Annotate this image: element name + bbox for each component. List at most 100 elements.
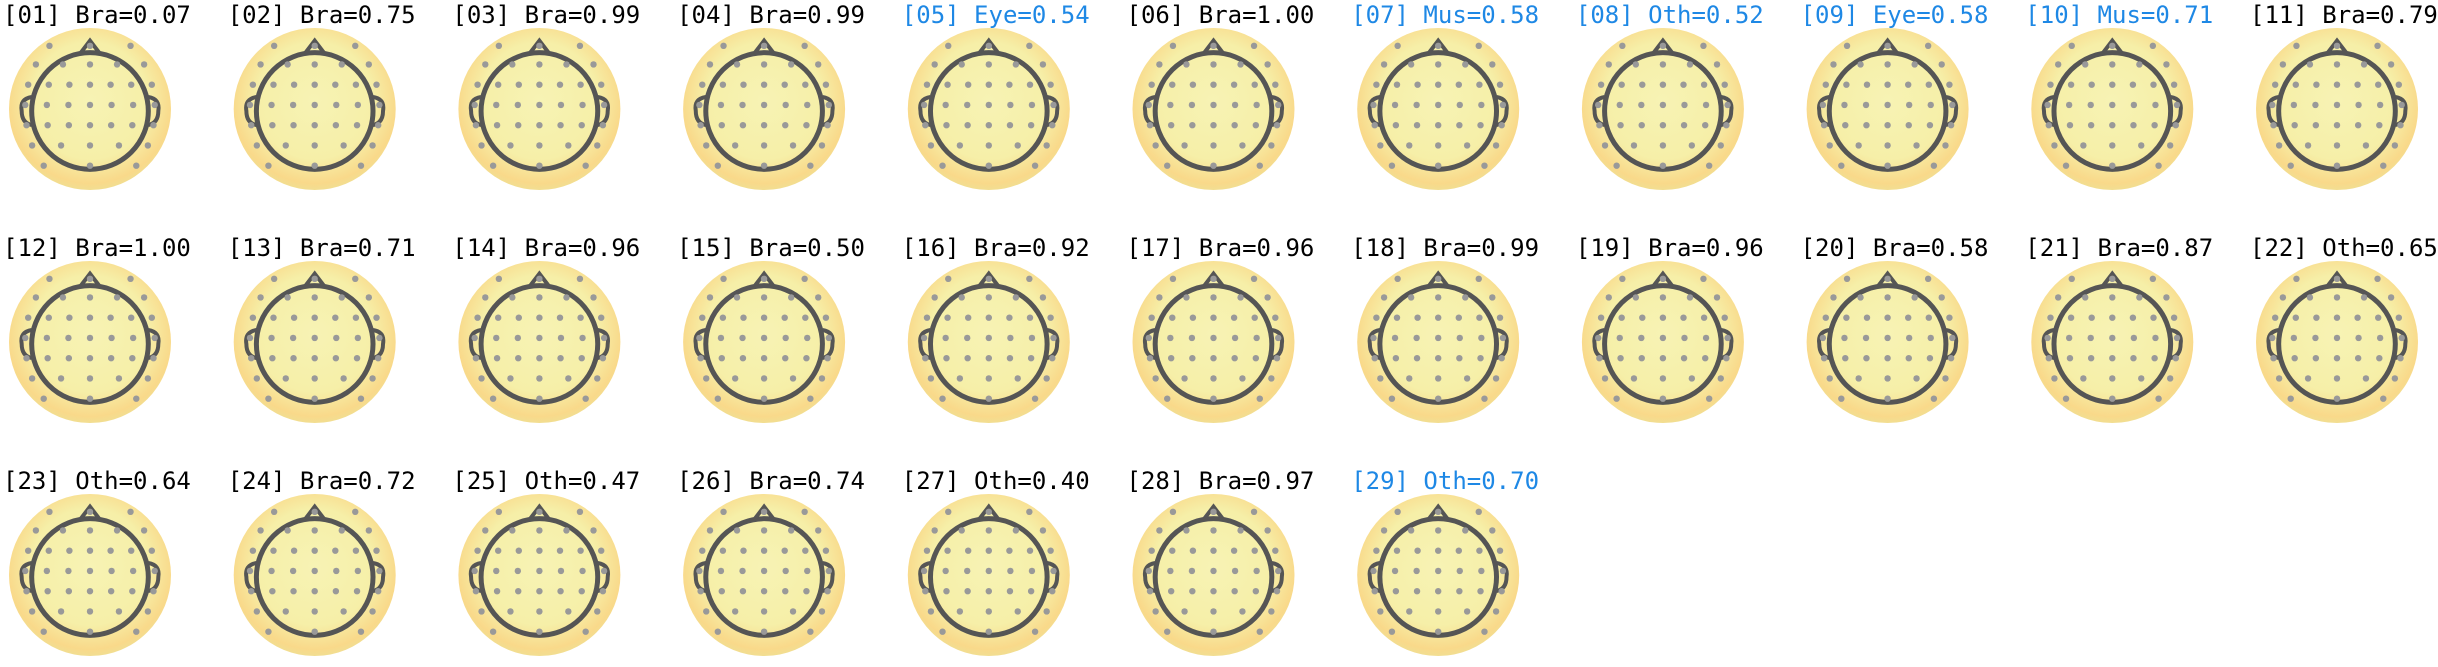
electrode [2290,334,2298,342]
electrode [1210,628,1217,635]
electrode [1252,355,1260,362]
electrode [939,162,946,169]
electrode [1435,142,1442,149]
component: [28] Bra=0.97 [1127,467,1314,656]
electrode [2109,162,2116,169]
electrode [86,395,94,402]
electrode [803,588,810,595]
electrode [2362,142,2370,149]
electrode [720,42,727,50]
electrode [1239,608,1246,615]
electrode [24,314,32,321]
component: [17] Bra=0.96 [1127,234,1314,423]
electrode [129,355,136,362]
electrode [1237,527,1244,534]
electrode [514,101,522,109]
electrode [2333,61,2341,68]
component: [02] Bra=0.75 [228,1,416,190]
electrode [536,61,543,68]
component-label: [07] Mus=0.58 [1351,1,1539,29]
electrode [2287,395,2294,402]
electrode [1819,334,1827,342]
electrode [1456,334,1463,342]
electrode [2067,314,2075,321]
component: [01] Bra=0.07 [3,1,191,190]
electrode [365,527,373,534]
electrode [818,142,826,149]
electrode [514,567,522,575]
electrode [129,567,137,575]
electrode [822,314,830,321]
nose [527,503,551,521]
electrode [760,142,768,149]
nose [2100,37,2124,55]
electrode [332,314,339,321]
electrode [1927,334,1934,342]
electrode [1210,508,1217,516]
electrode [944,81,951,88]
electrode [113,294,121,301]
electrode [2360,294,2368,301]
electrode [45,81,52,88]
electrode [282,375,289,382]
electrode [1435,61,1442,68]
component: [12] Bra=1.00 [3,234,191,423]
electrode [493,334,500,342]
electrode [942,101,949,109]
component: [23] Oth=0.64 [3,467,191,656]
electrode [43,101,51,109]
electrode [1680,122,1688,129]
electrode [964,355,971,362]
electrode [1264,527,1271,534]
electrode [1478,101,1485,109]
electrode [1475,275,1482,283]
electrode [270,42,278,50]
electrode [2151,355,2158,362]
electrode [1496,547,1504,554]
component-label: [21] Bra=0.87 [2025,234,2213,262]
electrode [563,61,570,68]
electrode [1594,334,1602,342]
electrode [1370,101,1377,109]
electrode [107,122,115,129]
electrode [706,527,714,534]
electrode [565,608,572,615]
electrode [86,508,94,516]
head-outline [253,516,376,638]
electrode [1268,375,1275,382]
electrode [140,527,148,534]
electrode [577,314,584,321]
electrode [44,588,51,595]
component: [20] Bra=0.58 [1801,234,1988,423]
electrode [1373,547,1380,554]
electrode [493,122,501,129]
electrode [714,162,722,169]
electrode [28,608,36,615]
electrode [369,608,376,615]
electrode [1702,355,1709,362]
electrode [2172,355,2179,362]
electrode [760,61,768,68]
nose [527,37,551,55]
electrode [1884,101,1891,109]
electrode [1680,81,1687,88]
electrode [557,588,564,595]
head-outline [927,50,1050,172]
electrode [357,395,365,402]
electrode [23,122,30,129]
electrode [373,547,380,554]
electrode [939,395,946,402]
electrode [1371,355,1378,362]
electrode [577,81,584,88]
electrode [1435,567,1442,575]
electrode [1686,294,1694,301]
electrode [1407,294,1415,301]
electrode [697,588,704,595]
electrode [1230,81,1238,88]
electrode [1475,508,1482,516]
electrode [28,375,36,382]
electrode [956,608,964,615]
electrode [66,81,73,88]
electrode [1925,81,1933,88]
electrode [1413,101,1420,109]
